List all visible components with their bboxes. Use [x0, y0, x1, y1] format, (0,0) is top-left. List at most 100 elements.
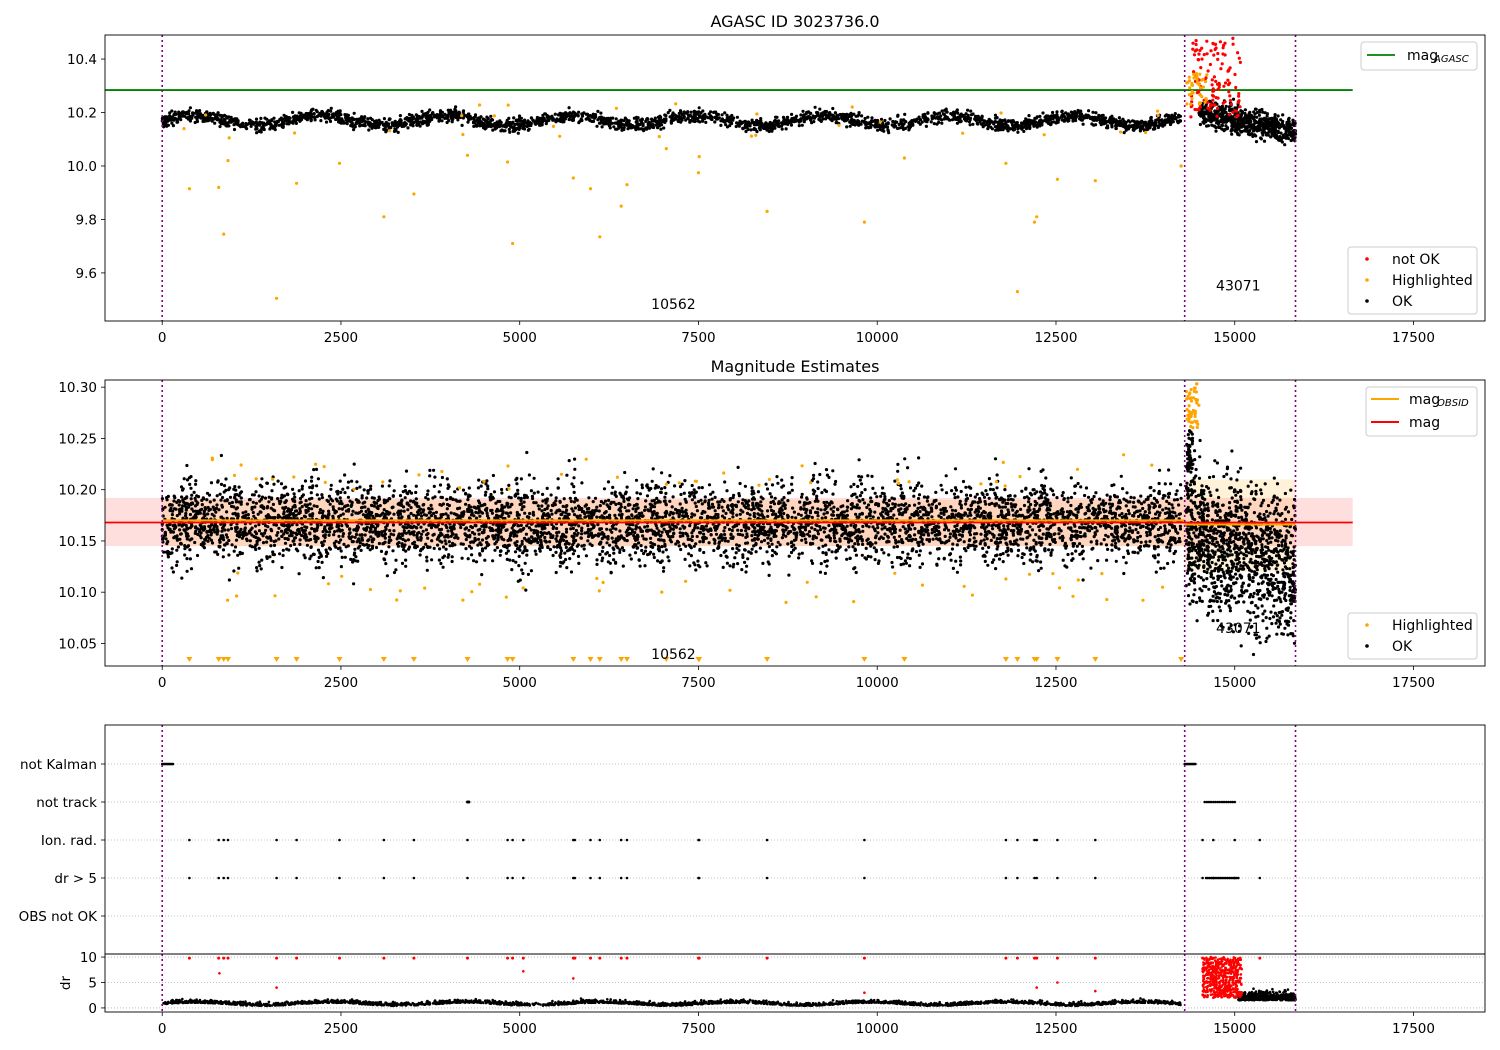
- ok-point: [1246, 132, 1251, 136]
- ok-point: [1163, 119, 1167, 123]
- ok-point: [171, 570, 175, 574]
- not-ok-point: [1215, 114, 1219, 118]
- ok-point: [767, 533, 771, 537]
- ok-point: [1223, 119, 1227, 123]
- ok-point: [716, 112, 721, 117]
- ok-point: [272, 482, 276, 486]
- not-ok-point: [1212, 94, 1216, 98]
- ok-point: [383, 126, 387, 131]
- ok-point: [357, 120, 361, 124]
- ok-point: [715, 117, 719, 121]
- ok-point: [561, 112, 565, 116]
- ok-point: [309, 554, 313, 558]
- ok-point: [416, 117, 420, 121]
- ok-point: [1027, 497, 1031, 501]
- ok-point: [364, 509, 368, 514]
- ok-point: [319, 119, 323, 123]
- ok-point: [1110, 548, 1114, 552]
- ok-point: [266, 120, 270, 125]
- ok-point: [252, 122, 256, 126]
- ok-point: [1261, 110, 1265, 114]
- ok-point: [443, 116, 447, 120]
- ok-point: [866, 474, 870, 478]
- ok-point: [269, 119, 274, 123]
- ok-point: [1231, 124, 1235, 129]
- ok-point: [195, 502, 199, 507]
- ok-point: [940, 121, 944, 125]
- ok-point: [918, 118, 923, 122]
- ok-point: [881, 121, 885, 125]
- ok-point: [400, 544, 404, 548]
- not-ok-point: [1214, 46, 1218, 50]
- ok-point: [1267, 129, 1271, 133]
- ok-point: [766, 541, 770, 545]
- not-ok-point: [1197, 108, 1201, 112]
- ok-point: [1094, 111, 1098, 115]
- ok-point: [775, 475, 779, 479]
- ok-point: [406, 126, 410, 130]
- ok-point: [1159, 123, 1163, 127]
- ok-point: [680, 506, 684, 510]
- ok-point: [1168, 522, 1172, 526]
- ok-point: [883, 118, 887, 123]
- ok-point: [663, 117, 668, 122]
- ok-point: [836, 115, 840, 119]
- ok-point: [232, 127, 237, 132]
- highlighted-point: [837, 123, 841, 127]
- highlighted-point: [1198, 72, 1202, 76]
- ok-point: [831, 113, 835, 117]
- ok-point: [645, 484, 649, 488]
- ok-point: [1114, 124, 1118, 128]
- ok-point: [1243, 108, 1247, 112]
- ok-point: [188, 557, 192, 561]
- ok-point: [958, 499, 962, 503]
- ok-point: [828, 503, 832, 507]
- ok-point: [950, 508, 955, 512]
- ok-point: [1269, 135, 1273, 139]
- ok-point: [666, 111, 670, 115]
- ok-point: [618, 529, 622, 533]
- not-ok-point: [1198, 105, 1202, 109]
- ok-point: [768, 120, 772, 125]
- not-ok-point: [1216, 51, 1220, 56]
- ok-point: [1065, 112, 1069, 116]
- ok-point: [1244, 121, 1248, 125]
- ok-point: [1167, 119, 1171, 124]
- ok-point: [1039, 122, 1043, 126]
- ok-point: [986, 563, 990, 567]
- ok-point: [653, 486, 657, 490]
- x-tick-label: 17500: [1392, 330, 1435, 346]
- ok-point: [1253, 107, 1258, 111]
- ok-point: [813, 115, 817, 119]
- not-ok-point: [1206, 69, 1210, 73]
- ok-point: [988, 120, 993, 124]
- ok-point: [642, 551, 646, 556]
- legend-label: not OK: [1392, 252, 1440, 268]
- ok-point: [653, 116, 657, 120]
- ok-point: [713, 495, 717, 499]
- ok-point: [298, 542, 302, 547]
- ok-point: [454, 105, 458, 109]
- ok-point: [343, 491, 347, 495]
- ok-point: [982, 119, 987, 123]
- ok-point: [920, 120, 924, 124]
- ok-point: [1073, 110, 1077, 114]
- ok-point: [1101, 114, 1105, 118]
- ok-point: [692, 113, 696, 117]
- ok-point: [460, 556, 464, 560]
- ok-point: [1285, 120, 1289, 124]
- highlighted-point: [1015, 290, 1020, 294]
- highlighted-point: [664, 147, 668, 151]
- ok-point: [363, 123, 367, 127]
- ok-point: [656, 115, 661, 119]
- ok-point: [634, 115, 639, 119]
- ok-point: [186, 117, 191, 121]
- ok-point: [725, 125, 730, 129]
- ok-point: [338, 109, 342, 113]
- ok-point: [900, 540, 904, 544]
- ok-point: [397, 122, 401, 126]
- ok-point: [425, 555, 429, 559]
- highlighted-point: [1156, 109, 1160, 113]
- not-ok-point: [1191, 47, 1195, 51]
